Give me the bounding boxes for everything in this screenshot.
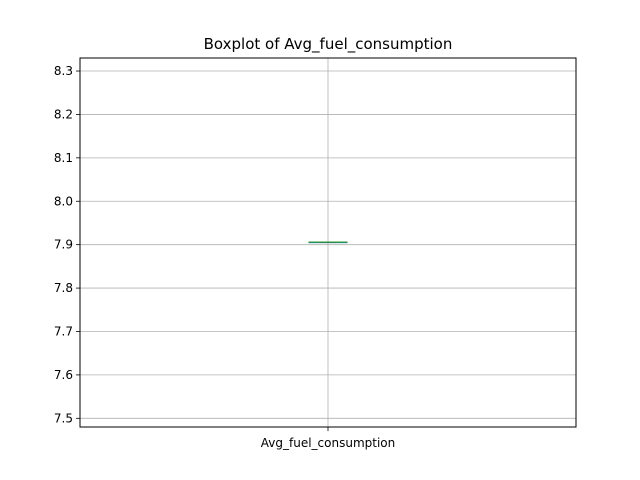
x-axis: Avg_fuel_consumption	[261, 427, 395, 450]
chart-title: Boxplot of Avg_fuel_consumption	[204, 35, 453, 54]
y-tick-label: 7.7	[54, 324, 73, 338]
y-tick-label: 8.3	[54, 64, 73, 78]
y-tick-label: 8.1	[54, 151, 73, 165]
y-tick-label: 7.9	[54, 238, 73, 252]
y-tick-label: 7.6	[54, 368, 73, 382]
grid-lines	[80, 58, 576, 427]
y-tick-label: 7.8	[54, 281, 73, 295]
y-tick-label: 8.2	[54, 107, 73, 121]
box-group	[308, 241, 348, 244]
y-tick-label: 7.5	[54, 411, 73, 425]
y-tick-label: 8.0	[54, 194, 73, 208]
x-tick-label: Avg_fuel_consumption	[261, 436, 395, 450]
y-axis: 7.5 7.6 7.7 7.8 7.9 8.0 8.1 8.2 8.3	[54, 64, 80, 425]
